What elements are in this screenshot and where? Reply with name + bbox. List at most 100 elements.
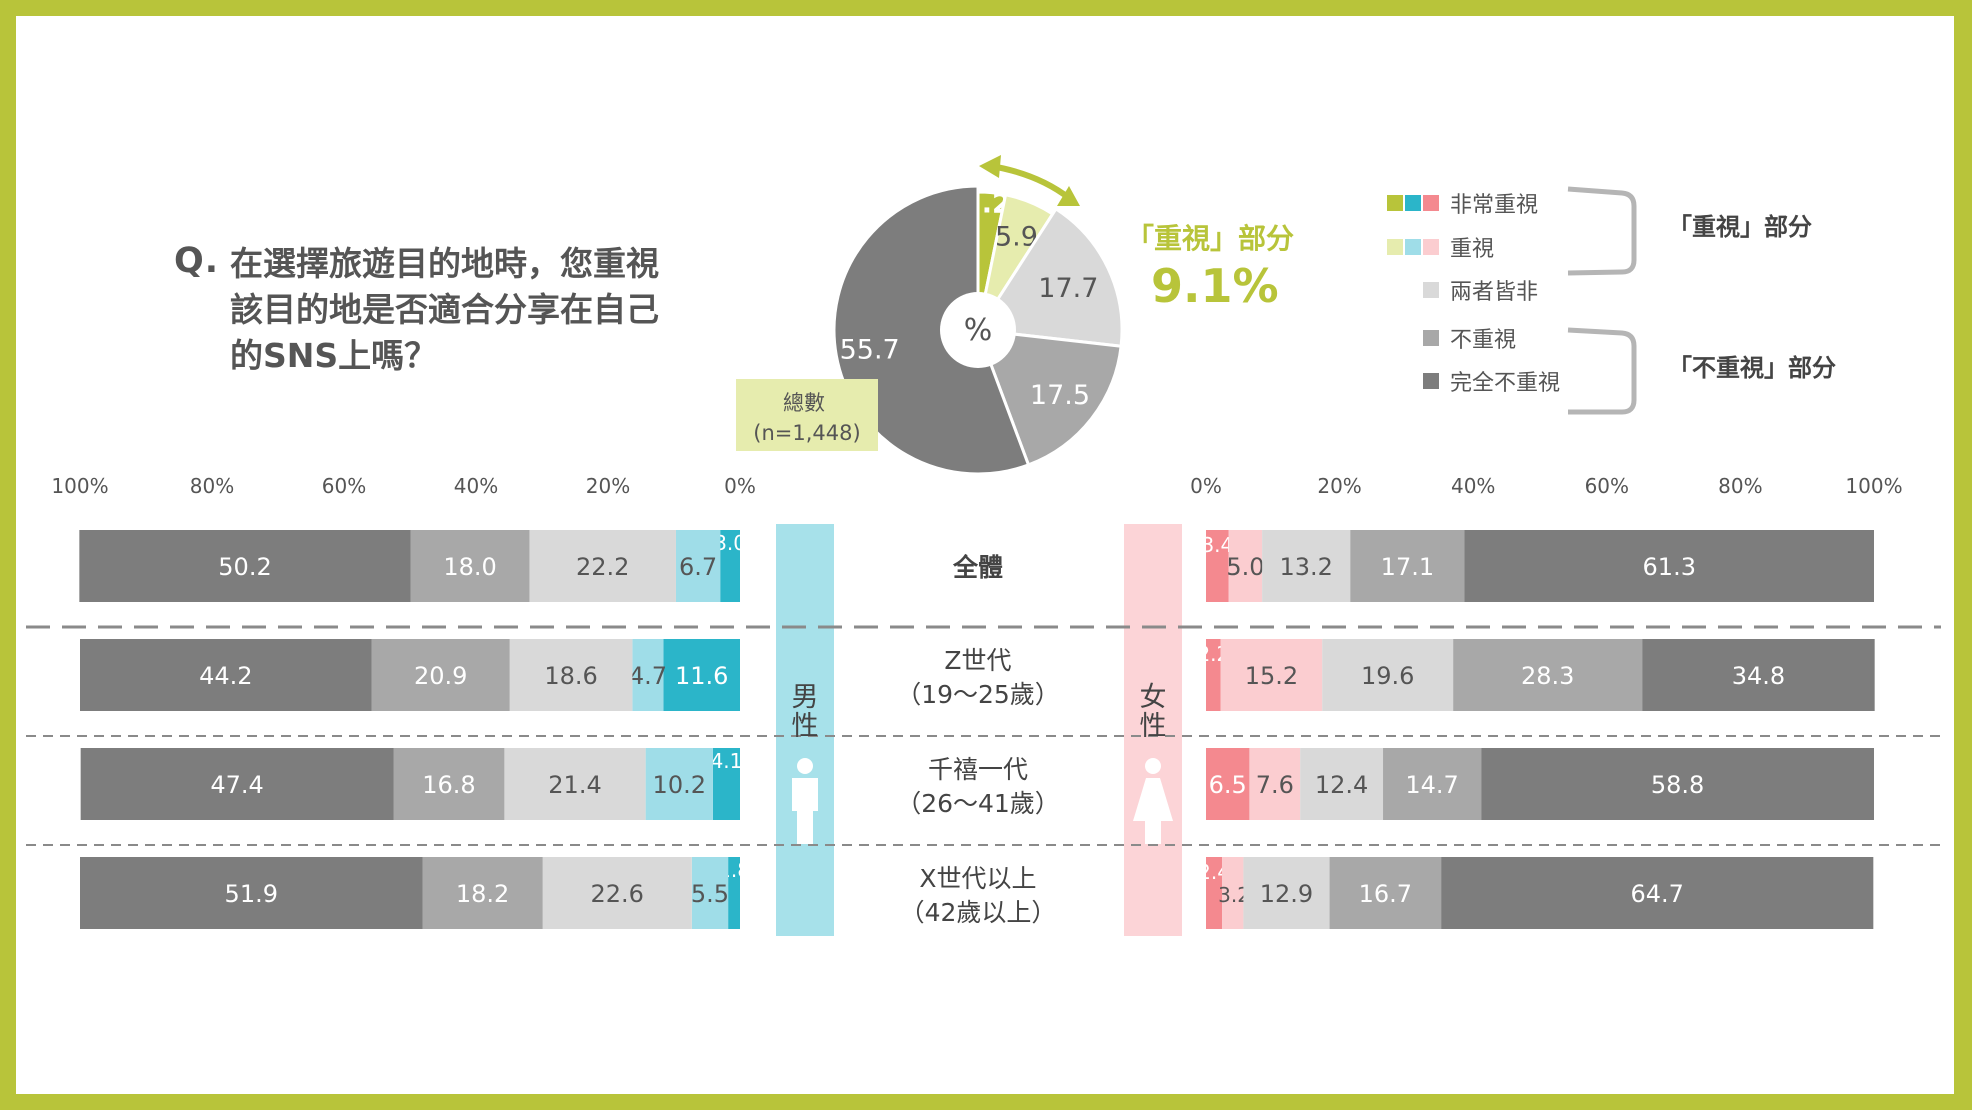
legend-swatch — [1387, 195, 1403, 211]
male-bar-segment — [632, 639, 664, 711]
female-bar-label: 13.2 — [1279, 553, 1332, 581]
total-box — [736, 379, 878, 451]
legend-swatch — [1387, 239, 1403, 255]
legend-swatch — [1423, 195, 1439, 211]
male-bar-segment — [712, 748, 740, 820]
pie-slice-label: 55.7 — [840, 335, 900, 366]
female-bar-label: 3.4 — [1201, 533, 1233, 557]
male-bar-label: 4.7 — [629, 662, 667, 690]
male-bar-segment — [509, 639, 633, 711]
male-bar-segment — [410, 530, 530, 602]
male-label: 男 — [792, 682, 819, 713]
legend-bracket-important — [1567, 186, 1637, 276]
total-label: 總數 — [783, 391, 825, 415]
male-bar-segment — [542, 857, 692, 929]
legend-group-important: 「重視」部分 — [1668, 213, 1812, 241]
male-bar-label: 18.0 — [443, 553, 496, 581]
row-label: （26～41歲） — [896, 789, 1060, 818]
male-bar-segment — [422, 857, 543, 929]
male-bar-segment — [80, 857, 423, 929]
male-person-icon — [792, 778, 818, 844]
legend-label: 兩者皆非 — [1450, 280, 1538, 305]
legend-swatch — [1423, 282, 1439, 298]
male-bar-label: 11.6 — [675, 662, 728, 690]
male-bar-label: 47.4 — [210, 771, 263, 799]
female-bar-label: 15.2 — [1245, 662, 1298, 690]
row-label: （42歲以上） — [900, 898, 1057, 927]
male-axis-tick: 80% — [190, 474, 234, 498]
row-label: 全體 — [952, 553, 1003, 582]
row-label: 千禧一代 — [928, 755, 1028, 784]
female-bar-segment — [1262, 530, 1351, 602]
female-bar-label: 5.0 — [1226, 553, 1264, 581]
callout-arc — [990, 163, 1071, 201]
legend-swatch — [1423, 373, 1439, 389]
female-bar-segment — [1220, 639, 1323, 711]
male-bar-label: 16.8 — [422, 771, 475, 799]
legend-swatch — [1423, 330, 1439, 346]
male-bar-label: 21.4 — [548, 771, 601, 799]
pie-hole — [940, 292, 1016, 368]
callout-arrowhead-left — [979, 155, 1001, 178]
female-bar-label: 64.7 — [1631, 880, 1684, 908]
question-prefix: Q. — [174, 241, 220, 281]
female-person-icon — [1145, 758, 1161, 774]
legend-label: 非常重視 — [1450, 193, 1538, 218]
male-axis-tick: 0% — [724, 474, 756, 498]
male-bar-label: 6.7 — [679, 553, 717, 581]
male-axis-tick: 100% — [51, 474, 108, 498]
row-label: X世代以上 — [919, 864, 1036, 893]
female-bar-segment — [1206, 530, 1229, 602]
female-bar-label: 12.4 — [1315, 771, 1368, 799]
female-bar-segment — [1206, 748, 1250, 820]
female-bar-label: 12.9 — [1260, 880, 1313, 908]
callout-value: 9.1% — [1151, 259, 1279, 313]
legend-label: 不重視 — [1450, 328, 1516, 353]
callout-arrowhead-right — [1057, 186, 1080, 206]
male-person-icon — [797, 758, 813, 774]
male-axis-tick: 60% — [322, 474, 366, 498]
legend-bracket-not-important — [1567, 327, 1637, 415]
female-bar-label: 34.8 — [1732, 662, 1785, 690]
female-bar-segment — [1222, 857, 1244, 929]
male-bar-label: 20.9 — [414, 662, 467, 690]
question-text: 在選擇旅遊目的地時，您重視該目的地是否適合分享在自己的SNS上嗎？ — [230, 244, 659, 375]
callout-title: 「重視」部分 — [1126, 222, 1294, 255]
female-bar-segment — [1383, 748, 1482, 820]
male-bar-segment — [720, 530, 740, 602]
male-bar-label: 18.2 — [456, 880, 509, 908]
female-bar-segment — [1300, 748, 1384, 820]
female-bar-segment — [1453, 639, 1643, 711]
male-axis-tick: 40% — [454, 474, 498, 498]
female-bar-label: 58.8 — [1651, 771, 1704, 799]
female-bar-label: 28.3 — [1521, 662, 1574, 690]
female-bar-label: 14.7 — [1405, 771, 1458, 799]
female-bar-segment — [1206, 857, 1223, 929]
row-label: Z世代 — [944, 646, 1011, 675]
legend-group-not-important: 「不重視」部分 — [1668, 354, 1836, 382]
legend-label: 完全不重視 — [1450, 371, 1560, 396]
female-bar-label: 16.7 — [1359, 880, 1412, 908]
female-axis-tick: 60% — [1585, 474, 1629, 498]
female-bar-segment — [1441, 857, 1874, 929]
female-bar-label: 7.6 — [1256, 771, 1294, 799]
male-bar-segment — [504, 748, 646, 820]
female-bar-segment — [1642, 639, 1875, 711]
male-bar-label: 18.6 — [544, 662, 597, 690]
male-bar-label: 22.2 — [576, 553, 629, 581]
female-bar-segment — [1329, 857, 1442, 929]
male-bar-segment — [393, 748, 505, 820]
female-column — [1124, 524, 1182, 936]
female-label: 性 — [1140, 711, 1167, 742]
male-bar-segment — [80, 639, 372, 711]
legend-swatch — [1405, 239, 1421, 255]
male-bar-label: 44.2 — [199, 662, 252, 690]
male-bar-segment — [728, 857, 740, 929]
male-bar-label: 51.9 — [225, 880, 278, 908]
legend-label: 重視 — [1450, 237, 1494, 262]
male-bar-label: 4.1 — [711, 749, 743, 773]
female-bar-segment — [1322, 639, 1454, 711]
legend-swatch — [1423, 239, 1439, 255]
pie-slice — [832, 184, 1031, 476]
female-bar-segment — [1464, 530, 1874, 602]
